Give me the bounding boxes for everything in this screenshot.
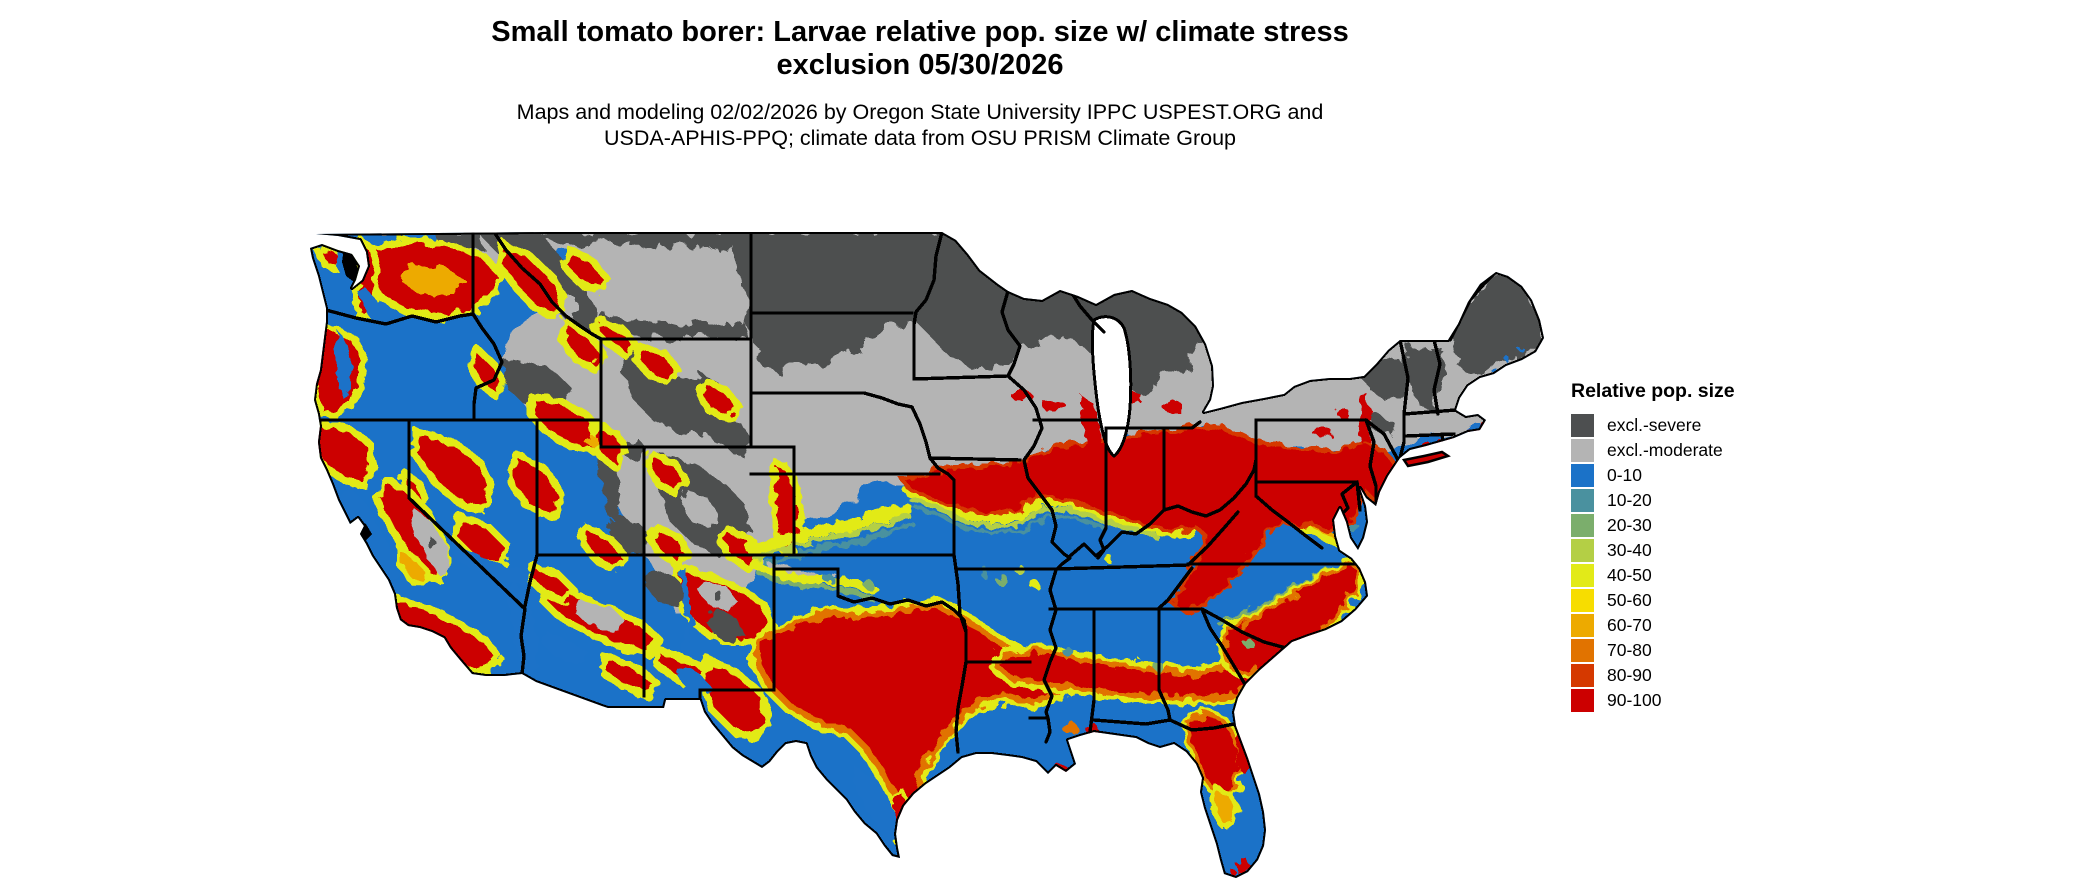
us-outline <box>310 232 1544 878</box>
legend-swatch <box>1571 439 1594 462</box>
legend-item: 30-40 <box>1571 538 1831 563</box>
map-legend: Relative pop. size excl.-severe excl.-mod… <box>1571 380 1831 713</box>
legend-swatch <box>1571 589 1594 612</box>
legend-label: excl.-severe <box>1607 415 1702 435</box>
southwest-mountain-patches <box>410 508 744 644</box>
legend-swatch <box>1571 489 1594 512</box>
legend-label: excl.-moderate <box>1607 440 1723 460</box>
legend-rows: excl.-severe excl.-moderate 0-10 10-20 20-30… <box>1571 413 1831 713</box>
legend-label: 70-80 <box>1607 640 1652 660</box>
page-subtitle: Maps and modeling 02/02/2026 by Oregon S… <box>370 99 1470 151</box>
legend-item: 60-70 <box>1571 613 1831 638</box>
us-map <box>308 228 1548 888</box>
legend-swatch <box>1571 414 1594 437</box>
legend-label: 20-30 <box>1607 515 1652 535</box>
legend-swatch <box>1571 464 1594 487</box>
legend-item: 90-100 <box>1571 688 1831 713</box>
legend-swatch <box>1571 664 1594 687</box>
legend-label: 50-60 <box>1607 590 1652 610</box>
blue-regions <box>336 250 1523 848</box>
legend-swatch <box>1571 614 1594 637</box>
legend-label: 40-50 <box>1607 565 1652 585</box>
legend-item: 50-60 <box>1571 588 1831 613</box>
subtitle-line-2: USDA-APHIS-PPQ; climate data from OSU PR… <box>603 126 1237 150</box>
legend-swatch <box>1571 689 1594 712</box>
legend-label: 30-40 <box>1607 540 1652 560</box>
page-title: Small tomato borer: Larvae relative pop.… <box>370 16 1470 82</box>
legend-item: 80-90 <box>1571 663 1831 688</box>
legend-item: 40-50 <box>1571 563 1831 588</box>
map-header: Small tomato borer: Larvae relative pop.… <box>370 16 1470 151</box>
lake-michigan <box>1090 315 1133 458</box>
long-island <box>1401 450 1451 468</box>
legend-title: Relative pop. size <box>1571 380 1735 402</box>
legend-label: 90-100 <box>1607 690 1662 710</box>
legend-swatch <box>1571 639 1594 662</box>
legend-swatch <box>1571 514 1594 537</box>
legend-item: 20-30 <box>1571 513 1831 538</box>
legend-item: excl.-severe <box>1571 413 1831 438</box>
legend-swatch <box>1571 539 1594 562</box>
legend-item: 10-20 <box>1571 488 1831 513</box>
subtitle-line-1: Maps and modeling 02/02/2026 by Oregon S… <box>516 100 1324 124</box>
legend-swatch <box>1571 564 1594 587</box>
transition-flecks <box>823 554 1253 671</box>
legend-item: 70-80 <box>1571 638 1831 663</box>
legend-item: excl.-moderate <box>1571 438 1831 463</box>
title-line-2: exclusion 05/30/2026 <box>776 49 1064 81</box>
legend-item: 0-10 <box>1571 463 1831 488</box>
state-borders <box>317 232 1498 754</box>
legend-label: 80-90 <box>1607 665 1652 685</box>
legend-label: 10-20 <box>1607 490 1652 510</box>
legend-label: 0-10 <box>1607 465 1643 485</box>
legend-label: 60-70 <box>1607 615 1652 635</box>
title-line-1: Small tomato borer: Larvae relative pop.… <box>491 16 1349 48</box>
